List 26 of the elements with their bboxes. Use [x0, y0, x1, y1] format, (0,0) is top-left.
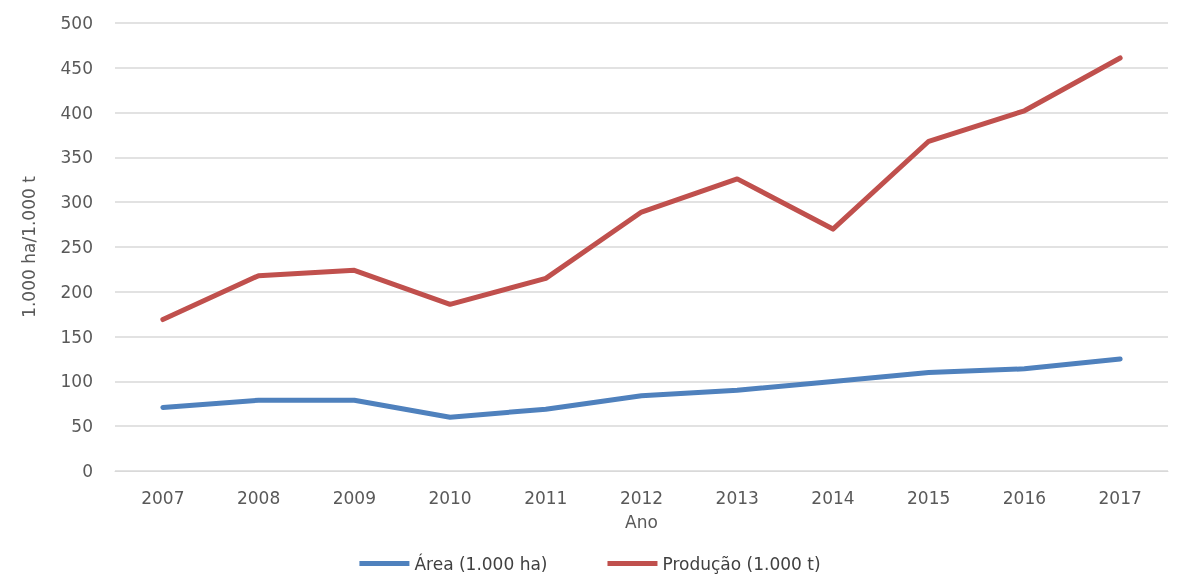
x-tick-label: 2009 — [332, 487, 376, 508]
x-tick-label: 2007 — [141, 487, 185, 508]
legend-label: Área (1.000 ha) — [414, 552, 548, 574]
y-tick-label: 50 — [71, 416, 93, 437]
x-tick-label: 2012 — [619, 487, 664, 508]
x-tick-label: 2015 — [907, 487, 951, 508]
y-tick-label: 300 — [60, 192, 93, 213]
x-tick-label: 2016 — [1002, 487, 1047, 508]
x-axis-title: Ano — [625, 511, 658, 532]
y-tick-label: 400 — [60, 102, 93, 123]
y-tick-label: 100 — [60, 371, 93, 392]
y-tick-label: 450 — [60, 57, 93, 78]
y-tick-label: 500 — [60, 13, 93, 33]
x-tick-label: 2010 — [428, 487, 472, 508]
y-tick-label: 350 — [60, 147, 93, 168]
y-tick-label: 150 — [60, 326, 93, 347]
y-tick-label: 0 — [82, 461, 93, 481]
x-tick-label: 2017 — [1098, 487, 1142, 508]
x-tick-label: 2008 — [236, 487, 281, 508]
legend-label: Produção (1.000 t) — [662, 553, 821, 574]
x-tick-label: 2013 — [715, 487, 759, 508]
x-tick-label: 2014 — [811, 487, 855, 508]
y-tick-label: 250 — [60, 237, 93, 257]
y-axis-title: 1.000 ha/1.000 t — [18, 175, 39, 318]
y-tick-label: 200 — [60, 281, 93, 302]
x-tick-label: 2011 — [524, 487, 568, 508]
